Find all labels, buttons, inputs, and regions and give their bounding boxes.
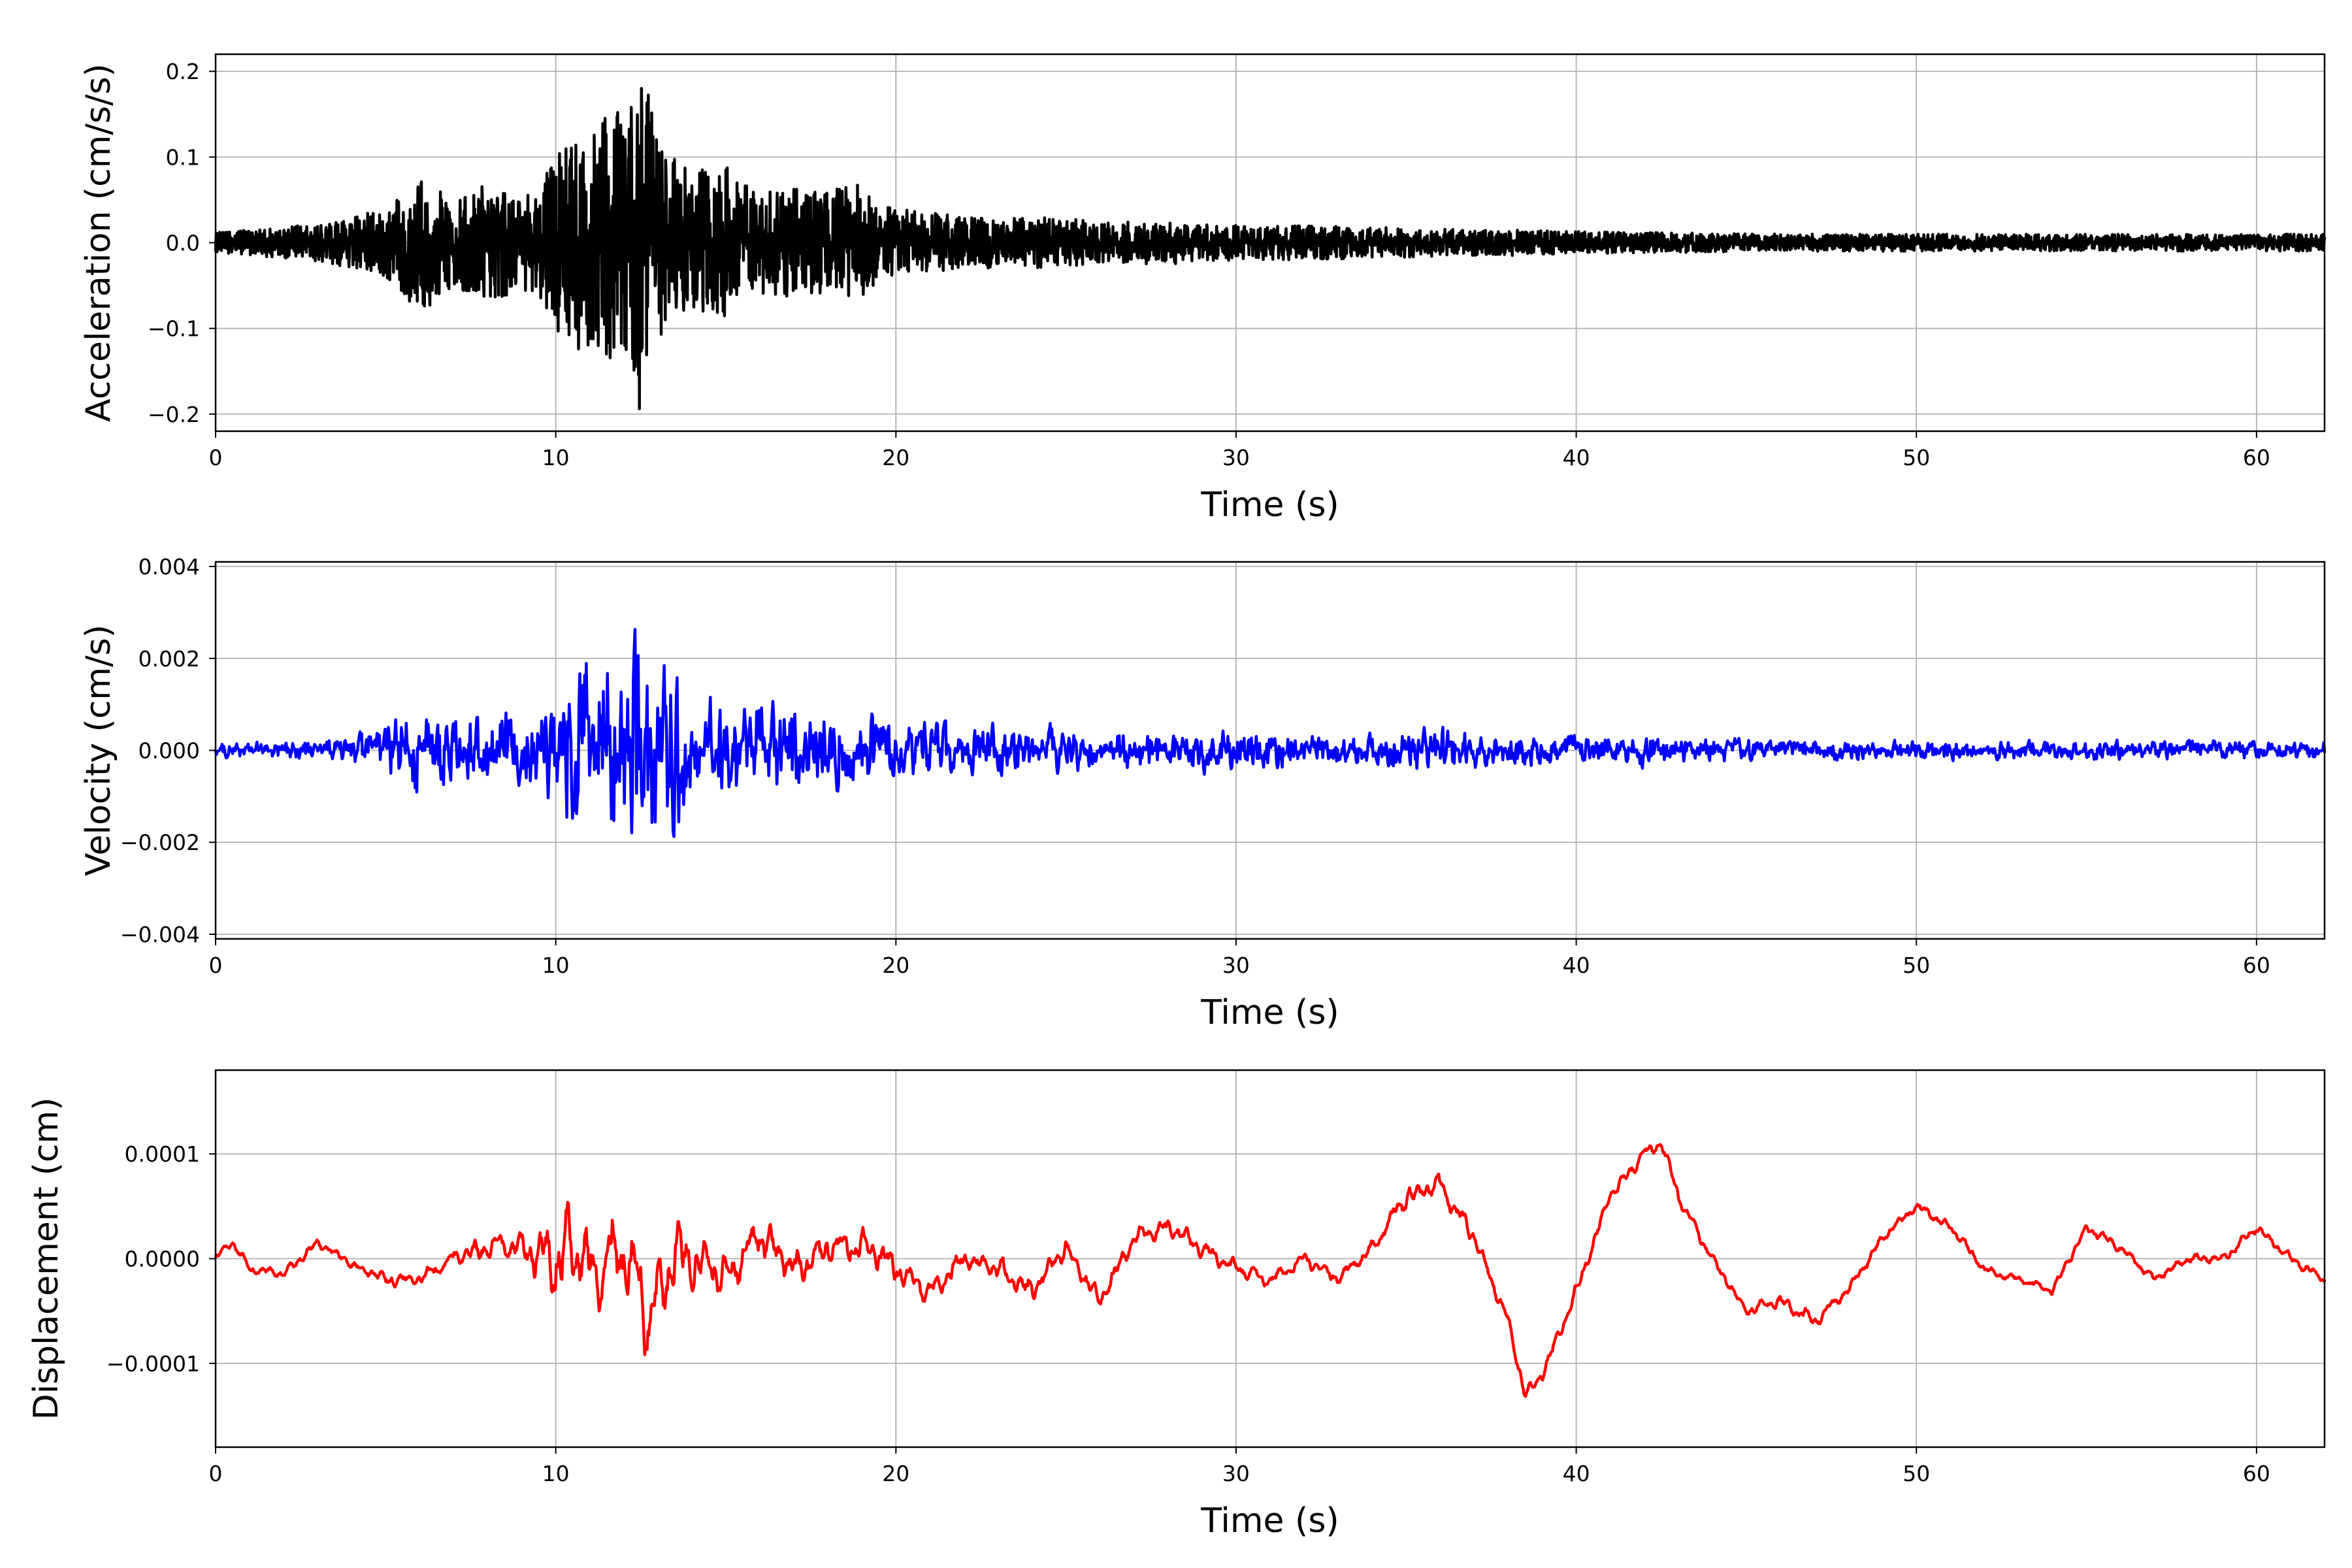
velocity-x-tick-label: 50 (1903, 953, 1930, 978)
displacement-trace (214, 1143, 2327, 1398)
acceleration-x-tick-label: 0 (209, 445, 223, 470)
acceleration-y-tick-label: 0.0 (166, 231, 200, 256)
displacement-x-tick-label: 40 (1563, 1461, 1590, 1486)
displacement-y-tick-label: 0.0000 (125, 1247, 200, 1272)
acceleration-x-axis-label: Time (s) (1200, 485, 1339, 525)
displacement-x-tick-label: 50 (1903, 1461, 1930, 1486)
acceleration-panel: 0 10 20 30 40 50 60−0.2−0.10.00.10.2 Time (s) … (79, 53, 2327, 525)
acceleration-y-axis-label: Acceleration (cm/s/s) (79, 63, 118, 422)
velocity-y-axis-label: Velocity (cm/s) (79, 625, 118, 876)
velocity-x-tick-label: 40 (1563, 953, 1590, 978)
velocity-panel: 0 10 20 30 40 50 60 −0.004 −0.002 0.000 0.002 0.004… (79, 554, 2327, 1032)
acceleration-x-tick-label: 20 (882, 445, 909, 470)
displacement-y-tick-label: 0.0001 (125, 1141, 200, 1167)
acceleration-y-tick-label: −0.2 (148, 402, 200, 427)
velocity-x-tick-label: 20 (882, 953, 909, 978)
velocity-x-tick-label: 30 (1222, 953, 1250, 978)
velocity-y-tick-label: 0.000 (139, 738, 200, 764)
velocity-y-tick-label: −0.004 (120, 922, 200, 947)
acceleration-y-tick-label: −0.1 (148, 316, 200, 342)
velocity-y-tick-label: −0.002 (120, 830, 200, 855)
displacement-y-tick-label: −0.0001 (106, 1351, 200, 1377)
displacement-x-axis-label: Time (s) (1200, 1501, 1339, 1541)
displacement-panel: 0 10 20 30 40 50 60 −0.0001 0.0000 0.0001 Time (s… (27, 1069, 2327, 1541)
velocity-x-tick-label: 10 (542, 953, 570, 978)
displacement-x-tick-label: 0 (209, 1461, 223, 1486)
velocity-y-tick-label: 0.002 (139, 646, 200, 672)
velocity-trace (214, 628, 2327, 838)
acceleration-x-tick-label: 10 (542, 445, 570, 470)
velocity-x-axis-label: Time (s) (1200, 993, 1339, 1032)
displacement-y-axis-label: Displacement (cm) (27, 1098, 66, 1420)
acceleration-x-tick-label: 60 (2243, 445, 2270, 470)
displacement-x-tick-label: 10 (542, 1461, 570, 1486)
acceleration-trace (214, 87, 2327, 410)
acceleration-y-tick-label: 0.1 (166, 144, 200, 170)
acceleration-y-tick-label: 0.2 (166, 59, 200, 84)
acceleration-x-tick-label: 50 (1903, 445, 1930, 470)
acceleration-x-tick-label: 40 (1563, 445, 1590, 470)
acceleration-x-tick-label: 30 (1222, 445, 1250, 470)
displacement-x-tick-label: 20 (882, 1461, 909, 1486)
displacement-x-tick-label: 30 (1222, 1461, 1250, 1486)
velocity-x-tick-label: 60 (2243, 953, 2270, 978)
displacement-x-tick-label: 60 (2243, 1461, 2270, 1486)
velocity-x-tick-label: 0 (209, 953, 223, 978)
velocity-y-tick-label: 0.004 (139, 554, 200, 580)
